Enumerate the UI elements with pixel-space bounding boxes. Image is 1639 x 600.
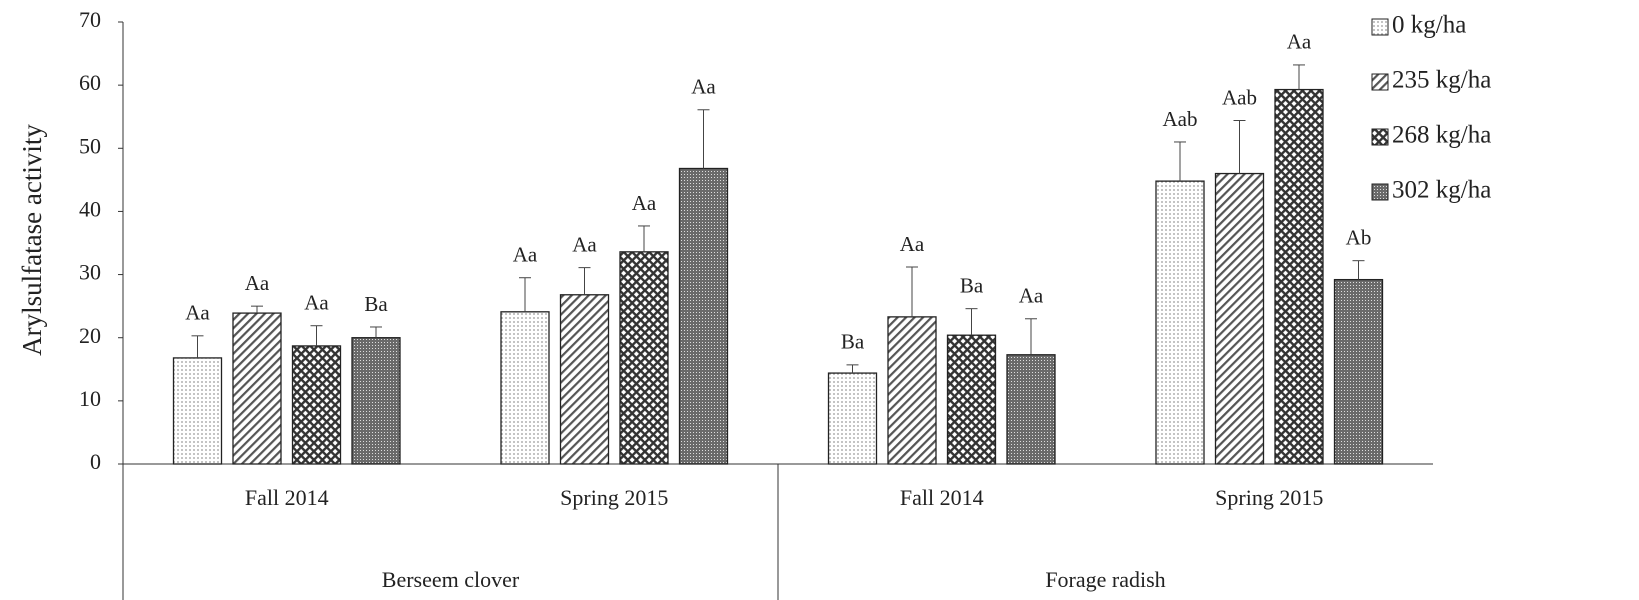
y-tick-label: 70 xyxy=(79,7,101,32)
y-tick-label: 30 xyxy=(79,260,101,285)
bar xyxy=(500,311,550,465)
y-tick-label: 40 xyxy=(79,196,101,221)
significance-letter: Aa xyxy=(632,191,657,215)
bar xyxy=(1155,180,1205,465)
bar xyxy=(1333,278,1384,465)
bar xyxy=(291,345,342,465)
significance-letter: Aa xyxy=(185,301,210,325)
bar xyxy=(827,372,878,465)
bar xyxy=(172,357,223,465)
bar xyxy=(232,312,282,465)
y-tick-label: 10 xyxy=(79,386,101,411)
x-tick-label: Fall 2014 xyxy=(900,485,984,510)
significance-letter: Aa xyxy=(900,232,925,256)
significance-letter: Aa xyxy=(245,271,270,295)
legend-swatch xyxy=(1371,183,1389,201)
x-tick-label: Spring 2015 xyxy=(560,485,668,510)
y-axis-title: Arylsulfatase activity xyxy=(17,124,47,356)
bar xyxy=(619,251,669,465)
y-tick-label: 20 xyxy=(79,323,101,348)
significance-letter: Ba xyxy=(960,273,984,297)
bar xyxy=(1274,88,1324,465)
significance-letter: Aa xyxy=(691,75,716,99)
bar xyxy=(946,334,997,465)
x-tick-label: Fall 2014 xyxy=(245,485,329,510)
legend-label: 235 kg/ha xyxy=(1392,67,1491,94)
significance-letter: Aa xyxy=(304,291,329,315)
legend-label: 0 kg/ha xyxy=(1392,12,1466,39)
legend-label: 268 kg/ha xyxy=(1392,122,1491,149)
bar xyxy=(887,316,937,465)
bar xyxy=(559,294,610,465)
significance-letter: Aab xyxy=(1222,85,1257,109)
group-label: Forage radish xyxy=(1045,567,1165,592)
significance-letter: Aa xyxy=(1287,30,1312,54)
significance-letter: Ba xyxy=(841,330,865,354)
bar xyxy=(1214,172,1265,465)
legend-swatch xyxy=(1371,128,1389,146)
bar xyxy=(351,337,401,465)
significance-letter: Aa xyxy=(572,232,597,256)
y-tick-label: 60 xyxy=(79,70,101,95)
y-tick-label: 50 xyxy=(79,133,101,158)
legend-swatch xyxy=(1371,73,1389,91)
significance-letter: Ab xyxy=(1346,225,1372,249)
legend-swatch xyxy=(1371,18,1389,36)
significance-letter: Aab xyxy=(1163,107,1198,131)
x-tick-label: Spring 2015 xyxy=(1215,485,1323,510)
y-tick-label: 0 xyxy=(90,449,101,474)
bar xyxy=(1006,354,1056,465)
significance-letter: Aa xyxy=(1019,284,1044,308)
group-label: Berseem clover xyxy=(382,567,520,592)
legend-label: 302 kg/ha xyxy=(1392,177,1491,204)
bar xyxy=(678,167,729,465)
significance-letter: Ba xyxy=(364,292,388,316)
significance-letter: Aa xyxy=(513,243,538,267)
